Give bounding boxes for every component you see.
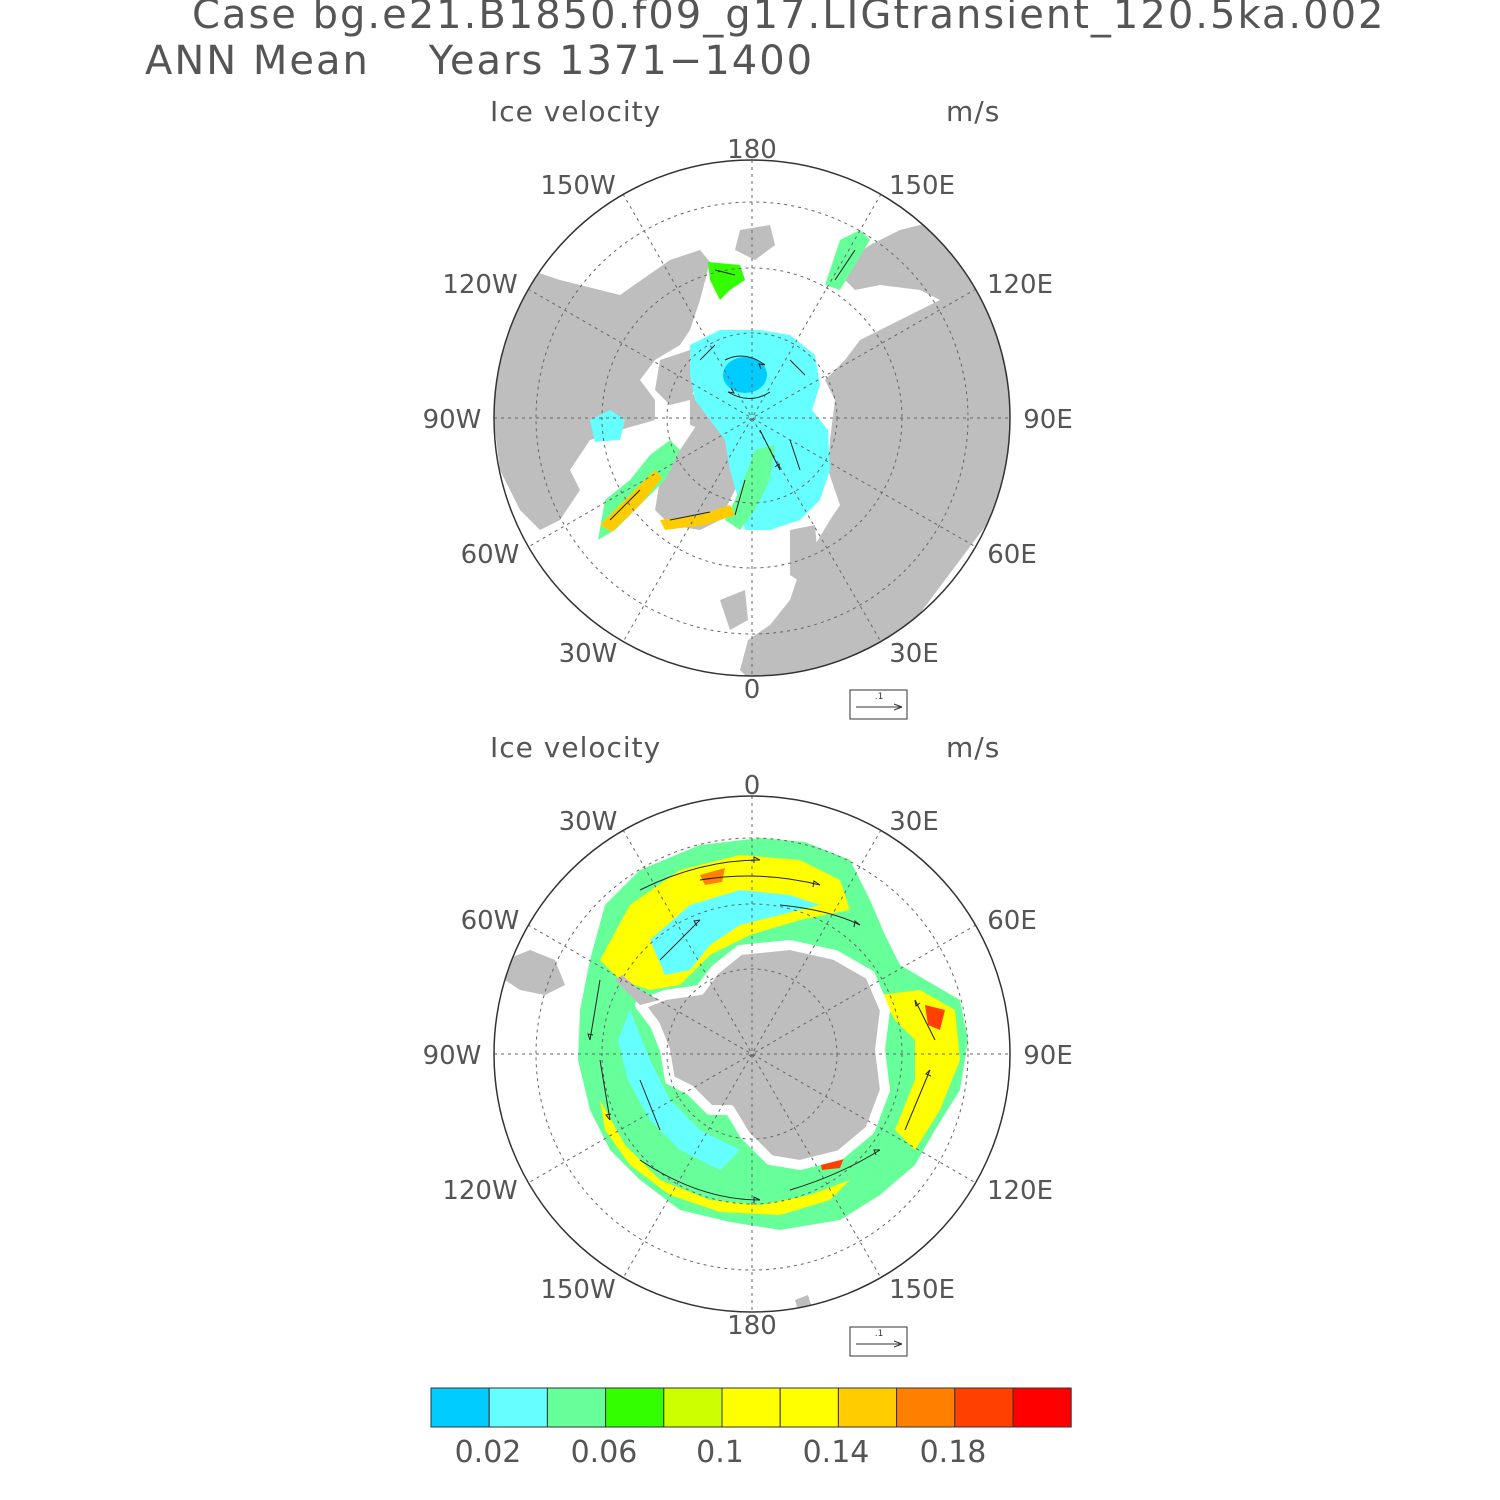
lon-label: 150W <box>540 171 615 201</box>
sea-ice-coastal-cyan <box>618 1010 740 1170</box>
lon-label: 0 <box>744 771 761 801</box>
lon-label: 30E <box>889 807 939 837</box>
lon-label: 60E <box>987 540 1037 570</box>
colorbar-swatch <box>896 1387 956 1428</box>
south-ice-vectors <box>587 856 936 1203</box>
colorbar-labels: 0.02 0.06 0.1 0.14 0.18 <box>455 1435 987 1470</box>
south-longitude-labels: 0 30E 60E 90E 120E 150E 180 150W 120W 90… <box>423 771 1073 1341</box>
colorbar-tick-label: 0.18 <box>920 1435 987 1470</box>
landmass-antarctic-peninsula <box>615 975 660 1005</box>
south-map-title: Ice velocity <box>490 731 661 764</box>
south-polar-map: Ice velocity m/s <box>423 731 1073 1357</box>
colorbar-tick-label: 0.14 <box>803 1435 870 1470</box>
lon-label: 90W <box>423 405 482 435</box>
colorbar <box>430 1387 1072 1428</box>
south-graticule <box>494 796 1010 1312</box>
colorbar-swatch <box>663 1387 723 1428</box>
period-subtitle: ANN Mean Years 1371−1400 <box>145 38 815 84</box>
lon-label: 90W <box>423 1041 482 1071</box>
colorbar-tick-label: 0.02 <box>455 1435 522 1470</box>
north-map-boundary <box>493 159 1011 677</box>
lon-label: 150W <box>540 1275 615 1305</box>
sea-ice-weddell-inner <box>650 890 820 975</box>
colorbar-swatch <box>721 1387 781 1428</box>
lon-label: 120E <box>987 270 1053 300</box>
south-map-boundary <box>493 795 1011 1313</box>
sea-ice-hotspot-2 <box>925 1005 945 1030</box>
colorbar-swatch <box>1012 1387 1072 1428</box>
case-title: Case bg.e21.B1850.f09_g17.LIGtransient_1… <box>192 0 1386 38</box>
north-graticule <box>494 160 1010 676</box>
lon-label: 60W <box>461 906 520 936</box>
lon-label: 120W <box>442 270 517 300</box>
lon-label: 180 <box>727 1311 777 1341</box>
colorbar-swatch <box>546 1387 607 1428</box>
north-longitude-labels: 180 150E 120E 90E 60E 30E 0 30W 60W 90W … <box>423 135 1073 705</box>
landmass-scandinavia <box>720 525 818 630</box>
lon-label: 60W <box>461 540 520 570</box>
south-reference-vector: .1 <box>849 1326 908 1357</box>
lon-label: 0 <box>744 675 761 705</box>
north-map-units: m/s <box>946 95 1000 128</box>
north-ice-vectors <box>609 249 856 521</box>
ref-vector-label: .1 <box>875 1329 884 1339</box>
sea-ice-east-greenland-strip <box>725 445 775 530</box>
sea-ice-chukchi-patch <box>708 262 745 300</box>
landmass-north-america <box>494 250 710 530</box>
colorbar-swatch <box>488 1387 548 1428</box>
landmass-chukotka <box>735 225 775 260</box>
landmass-south-america <box>505 950 565 995</box>
sea-ice-gyre-core <box>723 357 767 393</box>
lon-label: 30E <box>889 639 939 669</box>
sea-ice-hudson-patch <box>590 410 625 442</box>
colorbar-swatch <box>430 1387 490 1428</box>
lon-label: 90E <box>1023 1041 1073 1071</box>
lon-label: 120E <box>987 1176 1053 1206</box>
ref-vector-label: .1 <box>875 692 884 702</box>
sea-ice-greenland-edge <box>660 505 735 530</box>
landmass-greenland <box>655 410 745 530</box>
lon-label: 150E <box>889 171 955 201</box>
colorbar-swatch <box>605 1387 665 1428</box>
colorbar-tick-label: 0.06 <box>571 1435 638 1470</box>
colorbar-swatch <box>954 1387 1014 1428</box>
lon-label: 150E <box>889 1275 955 1305</box>
colorbar-swatch <box>837 1387 898 1428</box>
lon-label: 120W <box>442 1176 517 1206</box>
sea-ice-bering-strip <box>825 230 870 290</box>
colorbar-tick-label: 0.1 <box>696 1435 744 1470</box>
sea-ice-labrador-strip <box>600 470 662 532</box>
sea-ice-hotspot-1 <box>700 868 725 885</box>
lon-label: 90E <box>1023 405 1073 435</box>
north-reference-vector: .1 <box>849 689 908 720</box>
colorbar-swatch <box>779 1387 839 1428</box>
sea-ice-ross-band <box>600 1100 850 1215</box>
lon-label: 30W <box>559 639 618 669</box>
north-map-title: Ice velocity <box>490 95 661 128</box>
lon-label: 30W <box>559 807 618 837</box>
lon-label: 60E <box>987 906 1037 936</box>
south-map-units: m/s <box>946 731 1000 764</box>
lon-label: 180 <box>727 135 777 165</box>
north-polar-map: Ice velocity m/s <box>423 95 1073 720</box>
